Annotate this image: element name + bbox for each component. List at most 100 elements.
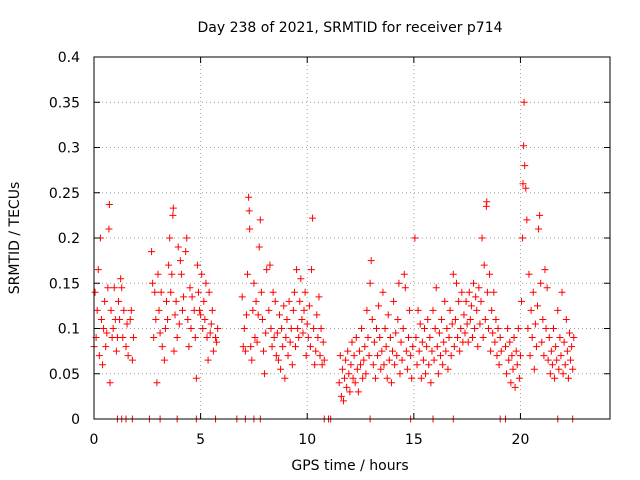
data-point [294,325,302,332]
data-point [276,311,284,319]
data-point [161,325,169,332]
data-point [455,297,463,305]
data-point [262,329,270,337]
data-point [318,361,326,369]
data-point [301,288,309,296]
x-tick-label: 5 [196,432,205,448]
data-point [473,306,481,314]
data-point [503,370,511,378]
data-point [307,266,315,274]
data-point [526,352,534,360]
data-point [154,270,162,278]
data-point [445,334,453,342]
data-point [309,214,317,222]
data-point [104,284,112,292]
data-point [295,334,303,342]
data-point [537,279,545,287]
x-axis-label: GPS time / hours [291,458,408,474]
data-point [203,334,211,342]
data-point [377,365,385,373]
data-point [174,243,182,251]
data-point [374,352,382,360]
data-point [392,329,400,337]
data-point [117,275,125,283]
data-point [519,180,527,188]
data-points [90,98,578,423]
data-point [513,361,521,369]
data-point [492,315,500,323]
data-point [283,315,291,323]
data-point [155,306,163,314]
data-point [183,234,191,242]
data-point [336,352,344,360]
data-point [502,343,510,351]
data-point [263,266,271,274]
data-point [551,374,559,382]
data-point [493,352,501,360]
data-point [280,302,288,310]
data-point [497,347,505,355]
data-point [539,315,547,323]
data-point [165,261,173,269]
data-point [112,347,120,355]
data-point [95,352,103,360]
data-point [515,374,523,382]
data-point [436,352,444,360]
data-point [118,284,126,292]
data-point [496,334,504,342]
data-point [528,334,536,342]
data-point [416,320,424,328]
data-point [511,383,519,391]
data-point [212,334,220,342]
data-point [440,338,448,346]
data-point [530,365,538,373]
data-point [467,302,475,310]
data-point [246,225,254,233]
data-point [185,343,193,351]
data-point [347,361,355,369]
data-point [102,343,110,351]
data-point [158,343,166,351]
data-point [316,352,324,360]
data-point [556,334,564,342]
data-point [544,356,552,364]
data-point [166,234,174,242]
data-point [265,306,273,314]
y-tick-label: 0.2 [58,231,80,247]
data-point [116,315,124,323]
data-point [247,343,255,351]
data-point [369,361,377,369]
data-point [167,288,175,296]
data-point [300,306,308,314]
data-point [343,383,351,391]
data-point [491,338,499,346]
data-point [252,297,260,305]
data-point [319,338,327,346]
data-point [458,288,466,296]
data-point [516,352,524,360]
data-point [317,325,325,332]
data-point [122,343,130,351]
data-point [435,329,443,337]
data-point [466,315,474,323]
data-point [468,334,476,342]
data-point [278,325,286,332]
data-point [99,361,107,369]
y-tick-label: 0.1 [58,322,80,338]
data-point [548,361,556,369]
data-point [272,352,280,360]
data-point [477,297,485,305]
data-point [520,98,528,106]
data-point [196,306,204,314]
data-point [107,306,115,314]
data-point [169,211,177,219]
data-point [245,207,253,215]
data-point [522,184,530,192]
data-point [379,288,387,296]
data-point [414,306,422,314]
data-point [250,279,258,287]
data-point [504,325,512,332]
data-point [156,329,164,337]
data-point [287,325,295,332]
